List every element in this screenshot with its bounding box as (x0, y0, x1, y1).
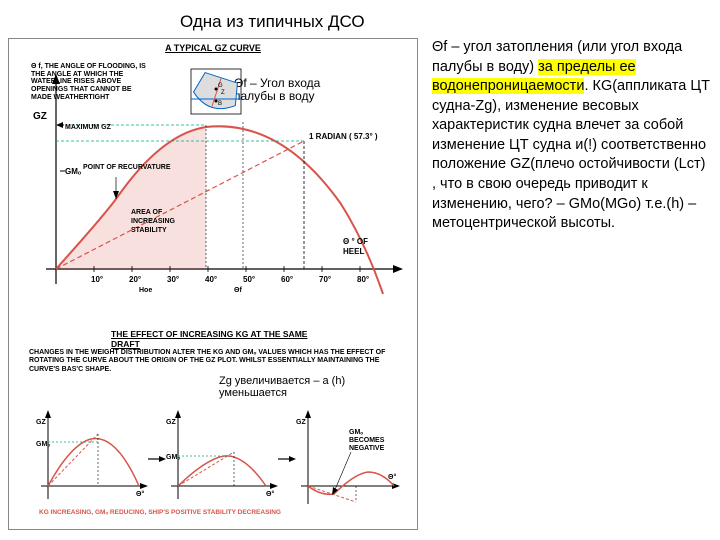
svg-text:MAXIMUM GZ: MAXIMUM GZ (65, 124, 112, 131)
svg-text:POINT OF RECURVATURE: POINT OF RECURVATURE (83, 164, 171, 171)
svg-text:B: B (218, 101, 222, 107)
svg-text:Z: Z (221, 90, 225, 96)
svg-text:1 RADIAN ( 57.3° ): 1 RADIAN ( 57.3° ) (309, 132, 378, 141)
figure-container: A TYPICAL GZ CURVE Θf – Угол входа палуб… (8, 38, 418, 530)
gz-axis-label: GZ (33, 111, 47, 122)
svg-text:GZ: GZ (36, 419, 46, 426)
x-ticks: 10° 20° Hoe 30° 40° 50° Θf 60° 70° 80° (91, 275, 369, 294)
figure-title: A TYPICAL GZ CURVE (165, 43, 261, 53)
svg-text:KG INCREASING, GMₒ REDUCING, S: KG INCREASING, GMₒ REDUCING, SHIP'S POSI… (39, 509, 281, 516)
svg-text:GZ: GZ (166, 419, 176, 426)
svg-text:GMₒ: GMₒ (166, 454, 180, 461)
svg-text:80°: 80° (357, 275, 369, 284)
annot-zg: Zg увеличивается – a (h) уменьшается (219, 375, 389, 399)
svg-text:50°: 50° (243, 275, 255, 284)
svg-text:Θ ° OFHEEL: Θ ° OFHEEL (343, 237, 368, 256)
page-title: Одна из типичных ДСО (180, 12, 365, 32)
kg-effect-chart: GZ Θ° GMₒ GZ Θ° GMₒ GZ Θ° (21, 404, 406, 519)
right-explanation: Θf – угол затопления (или угол входа пал… (432, 38, 712, 234)
svg-text:Hoe: Hoe (139, 287, 152, 294)
svg-text:Θ°: Θ° (266, 490, 274, 498)
svg-text:Θf: Θf (234, 287, 242, 294)
gz-curve-chart: GZ G B Z 1 RADIAN ( 57.3° ) MAXIMUM G (21, 59, 406, 299)
right-p2: . КG(аппликата ЦТ судна-Zg), изменение в… (432, 78, 710, 231)
svg-text:Θ°: Θ° (388, 473, 396, 481)
svg-text:Θ°: Θ° (136, 490, 144, 498)
svg-text:GMₒBECOMESNEGATIVE: GMₒBECOMESNEGATIVE (349, 429, 385, 452)
svg-text:70°: 70° (319, 275, 331, 284)
svg-text:20°: 20° (129, 275, 141, 284)
svg-text:40°: 40° (205, 275, 217, 284)
svg-text:60°: 60° (281, 275, 293, 284)
chart2-desc: CHANGES IN THE WEIGHT DISTRIBUTION ALTER… (29, 349, 399, 374)
svg-text:30°: 30° (167, 275, 179, 284)
svg-text:G: G (218, 83, 223, 89)
chart2-title: THE EFFECT OF INCREASING KG AT THE SAME … (111, 329, 315, 349)
svg-text:10°: 10° (91, 275, 103, 284)
svg-text:GZ: GZ (296, 419, 306, 426)
svg-text:GMₒ: GMₒ (65, 167, 82, 176)
